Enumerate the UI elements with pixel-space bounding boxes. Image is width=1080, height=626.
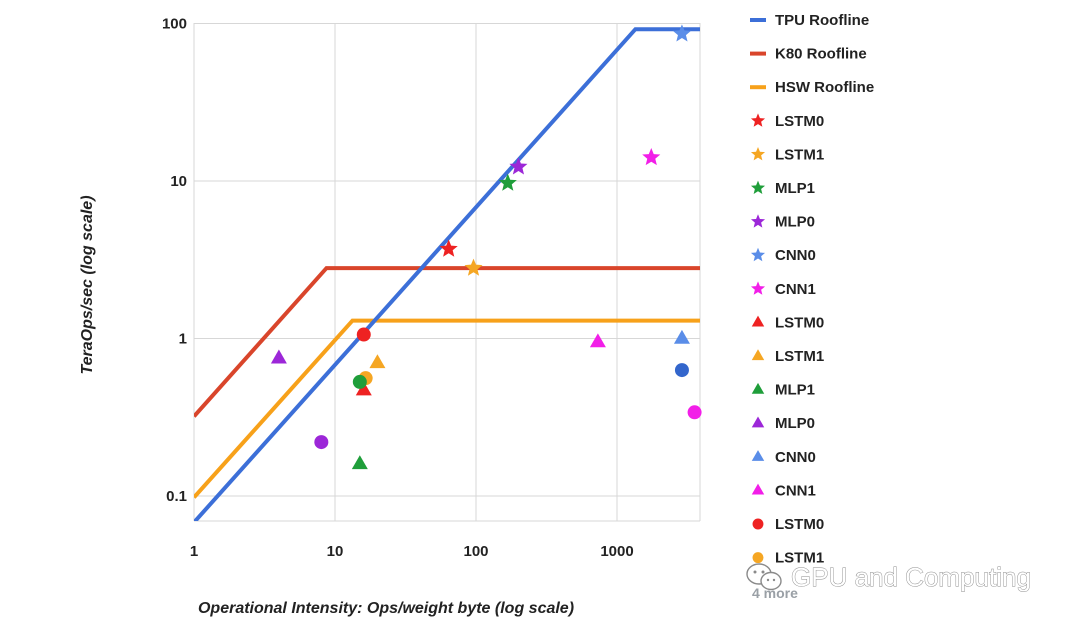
hsw-roofline — [194, 318, 700, 499]
legend-triangle-swatch — [751, 450, 765, 461]
y-tick-label: 100 — [162, 16, 187, 33]
legend-star-swatch — [750, 214, 766, 228]
cnn0-circle-point — [674, 363, 689, 378]
legend-label: CNN0 — [775, 449, 816, 466]
watermark-text: GPU and Computing — [791, 562, 1031, 592]
tick-label-layer: 1 10 100 1000 0.1 1 10 100 — [162, 16, 634, 561]
legend-item-mlp0-star[interactable]: MLP0 — [750, 214, 815, 231]
legend-item-lstm1-star[interactable]: LSTM1 — [750, 146, 824, 163]
legend-label: MLP0 — [775, 415, 815, 432]
legend-label: CNN1 — [775, 281, 816, 298]
legend-label: TPU Roofline — [775, 12, 869, 29]
lstm0-circle-point — [356, 327, 371, 342]
wechat-icon — [746, 563, 782, 591]
y-axis-title: TeraOps/sec (log scale) — [79, 195, 96, 374]
lstm0-triangle-point — [355, 381, 372, 396]
watermark: GPU and Computing — [746, 562, 1031, 592]
lstm0-star-point — [439, 239, 458, 257]
x-tick-label: 100 — [463, 543, 488, 560]
legend-item-cnn1-triangle[interactable]: CNN1 — [751, 482, 816, 499]
legend-triangle-swatch — [751, 315, 765, 327]
cnn1-triangle-point — [589, 333, 606, 348]
legend-item-k80-roofline-line[interactable]: K80 Roofline — [750, 46, 867, 63]
legend-label: CNN1 — [775, 482, 816, 499]
mlp1-circle-point — [352, 374, 367, 389]
legend[interactable]: TPU Roofline K80 Roofline HSW Roofline LSTM… — [750, 12, 874, 567]
cnn0-star-point — [672, 24, 691, 42]
lstm1-star-point — [464, 258, 483, 276]
legend-star-swatch — [750, 146, 766, 161]
legend-label: MLP1 — [775, 180, 815, 197]
mlp1-triangle-point — [351, 455, 368, 470]
legend-label: LSTM1 — [775, 146, 824, 163]
legend-triangle-swatch — [751, 416, 765, 428]
legend-item-lstm1-circle[interactable]: LSTM1 — [752, 550, 825, 567]
y-tick-label: 0.1 — [166, 488, 187, 505]
x-axis-title: Operational Intensity: Ops/weight byte (… — [198, 600, 574, 617]
legend-label: HSW Roofline — [775, 79, 874, 96]
legend-circle-swatch — [752, 518, 764, 530]
legend-item-mlp1-star[interactable]: MLP1 — [750, 180, 815, 197]
data-point-layer — [270, 24, 702, 470]
legend-label: MLP0 — [775, 214, 815, 231]
legend-star-swatch — [750, 180, 766, 194]
legend-item-mlp0-triangle[interactable]: MLP0 — [751, 415, 815, 432]
mlp0-star-point — [509, 157, 528, 175]
roofline-layer — [194, 27, 700, 521]
cnn0-triangle-point — [673, 329, 690, 344]
legend-item-hsw-roofline-line[interactable]: HSW Roofline — [750, 79, 874, 96]
mlp0-circle-point — [314, 435, 329, 450]
x-tick-label: 1000 — [600, 543, 633, 560]
legend-item-lstm0-triangle[interactable]: LSTM0 — [751, 314, 824, 331]
cnn1-circle-point — [687, 405, 702, 420]
k80-roofline — [194, 266, 700, 418]
legend-label: LSTM1 — [775, 550, 824, 567]
legend-triangle-swatch — [751, 349, 765, 361]
legend-item-cnn0-triangle[interactable]: CNN0 — [751, 449, 816, 466]
legend-item-lstm0-star[interactable]: LSTM0 — [750, 113, 824, 130]
legend-item-cnn0-star[interactable]: CNN0 — [750, 247, 816, 264]
legend-item-mlp1-triangle[interactable]: MLP1 — [751, 382, 815, 399]
legend-triangle-swatch — [751, 382, 765, 394]
legend-label: MLP1 — [775, 382, 815, 399]
lstm1-triangle-point — [369, 354, 386, 369]
legend-triangle-swatch — [751, 483, 765, 495]
legend-label: LSTM0 — [775, 516, 824, 533]
cnn1-star-point — [642, 148, 661, 166]
x-tick-label: 10 — [327, 543, 344, 560]
legend-item-lstm1-triangle[interactable]: LSTM1 — [751, 348, 824, 365]
x-tick-label: 1 — [190, 543, 198, 560]
mlp1-star-point — [498, 173, 517, 191]
legend-item-lstm0-circle[interactable]: LSTM0 — [752, 516, 825, 533]
legend-more-label[interactable]: 4 more — [752, 585, 798, 601]
legend-label: LSTM0 — [775, 113, 824, 130]
legend-label: K80 Roofline — [775, 46, 867, 63]
tpu-roofline — [194, 27, 700, 521]
y-tick-label: 10 — [170, 173, 187, 190]
legend-item-tpu-roofline-line[interactable]: TPU Roofline — [750, 12, 869, 29]
legend-label: LSTM0 — [775, 314, 824, 331]
legend-circle-swatch — [752, 552, 764, 564]
mlp0-triangle-point — [270, 349, 287, 364]
legend-label: LSTM1 — [775, 348, 824, 365]
grid-layer — [193, 23, 701, 522]
legend-label: CNN0 — [775, 247, 816, 264]
legend-star-swatch — [750, 113, 766, 127]
legend-star-swatch — [750, 247, 766, 262]
y-tick-label: 1 — [179, 331, 187, 348]
legend-item-cnn1-star[interactable]: CNN1 — [750, 281, 816, 298]
legend-star-swatch — [750, 281, 766, 295]
